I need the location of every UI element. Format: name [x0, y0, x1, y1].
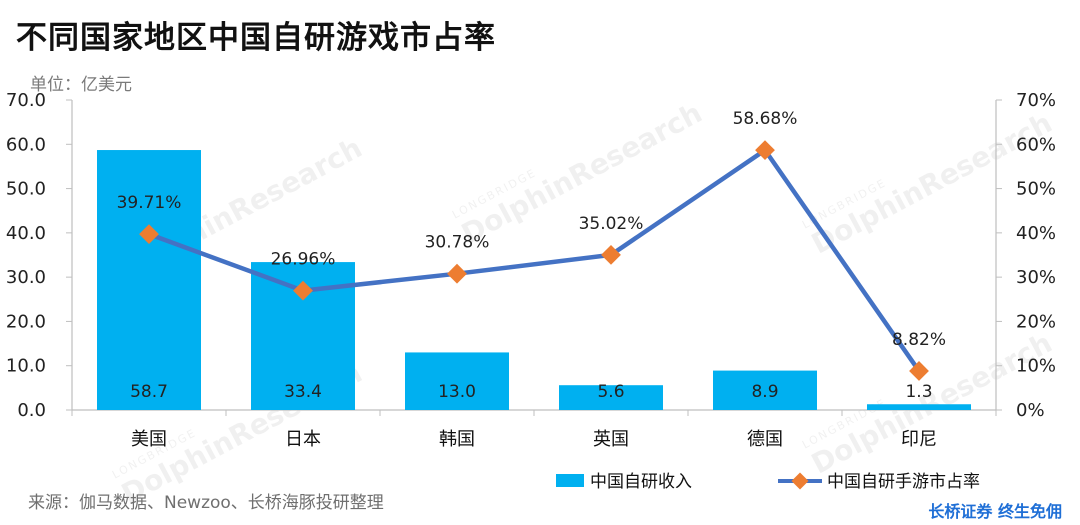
- x-tick-label: 日本: [285, 429, 321, 450]
- legend-bar-swatch: [556, 474, 584, 487]
- y2-tick-label: 10%: [1016, 356, 1056, 377]
- y2-tick-label: 60%: [1016, 134, 1056, 155]
- point-value-label: 30.78%: [425, 233, 490, 253]
- x-tick-label: 英国: [593, 429, 629, 450]
- line-point: [447, 263, 467, 284]
- unit-label: 单位：亿美元: [30, 75, 132, 95]
- bar: [559, 385, 663, 410]
- y2-tick-label: 0%: [1016, 400, 1045, 421]
- y-tick-label: 50.0: [6, 179, 46, 200]
- legend-bar-label: 中国自研收入: [590, 472, 692, 492]
- point-value-label: 35.02%: [579, 214, 644, 234]
- x-tick-label: 印尼: [901, 429, 937, 450]
- bar: [97, 150, 201, 411]
- point-value-label: 8.82%: [892, 330, 946, 350]
- bar-value-label: 5.6: [597, 382, 624, 402]
- x-tick-label: 德国: [747, 429, 783, 450]
- y-tick-label: 60.0: [6, 134, 46, 155]
- y-tick-label: 70.0: [6, 90, 46, 111]
- legend-line-label: 中国自研手游市占率: [827, 472, 980, 492]
- y-tick-label: 40.0: [6, 223, 46, 244]
- brand-mark: 长桥证券 终生免佣: [928, 502, 1062, 521]
- line-path: [148, 147, 921, 373]
- bar-value-label: 58.7: [130, 382, 168, 402]
- data-labels: 58.7 33.4 13.0 5.6 8.9 1.3 39.71% 26.96% 30.78% 3…: [117, 109, 946, 402]
- line-point: [293, 280, 313, 301]
- source-note: 来源：伽马数据、Newzoo、长桥海豚投研整理: [28, 493, 384, 513]
- bar-value-label: 13.0: [438, 382, 476, 402]
- point-value-label: 58.68%: [733, 109, 798, 129]
- bars: [97, 150, 971, 411]
- legend-line-marker: [791, 472, 809, 490]
- axes: 0.0 10.0 20.0 30.0 40.0 50.0 60.0 70.0 0% 10% 20% 3…: [6, 90, 1056, 450]
- point-value-label: 39.71%: [117, 193, 182, 213]
- point-value-label: 26.96%: [271, 250, 336, 270]
- bar: [405, 352, 509, 410]
- bar-value-label: 1.3: [905, 382, 932, 402]
- y2-tick-label: 20%: [1016, 311, 1056, 332]
- y2-tick-label: 70%: [1016, 90, 1056, 111]
- x-tick-label: 韩国: [439, 429, 475, 450]
- line-series: [139, 140, 929, 381]
- y2-tick-label: 50%: [1016, 179, 1056, 200]
- y2-tick-label: 30%: [1016, 267, 1056, 288]
- y-tick-label: 10.0: [6, 356, 46, 377]
- y-tick-label: 30.0: [6, 267, 46, 288]
- chart-title: 不同国家地区中国自研游戏市占率: [16, 20, 496, 56]
- line-point: [909, 361, 929, 381]
- line-point: [139, 224, 159, 245]
- y-tick-label: 20.0: [6, 311, 46, 332]
- x-tick-label: 美国: [131, 429, 167, 450]
- legend: 中国自研收入 中国自研手游市占率: [556, 472, 980, 492]
- y-tick-label: 0.0: [17, 400, 46, 421]
- bar-value-label: 33.4: [284, 382, 322, 402]
- y2-tick-label: 40%: [1016, 223, 1056, 244]
- bar: [867, 404, 971, 410]
- bar-value-label: 8.9: [751, 382, 778, 402]
- bar: [713, 370, 817, 410]
